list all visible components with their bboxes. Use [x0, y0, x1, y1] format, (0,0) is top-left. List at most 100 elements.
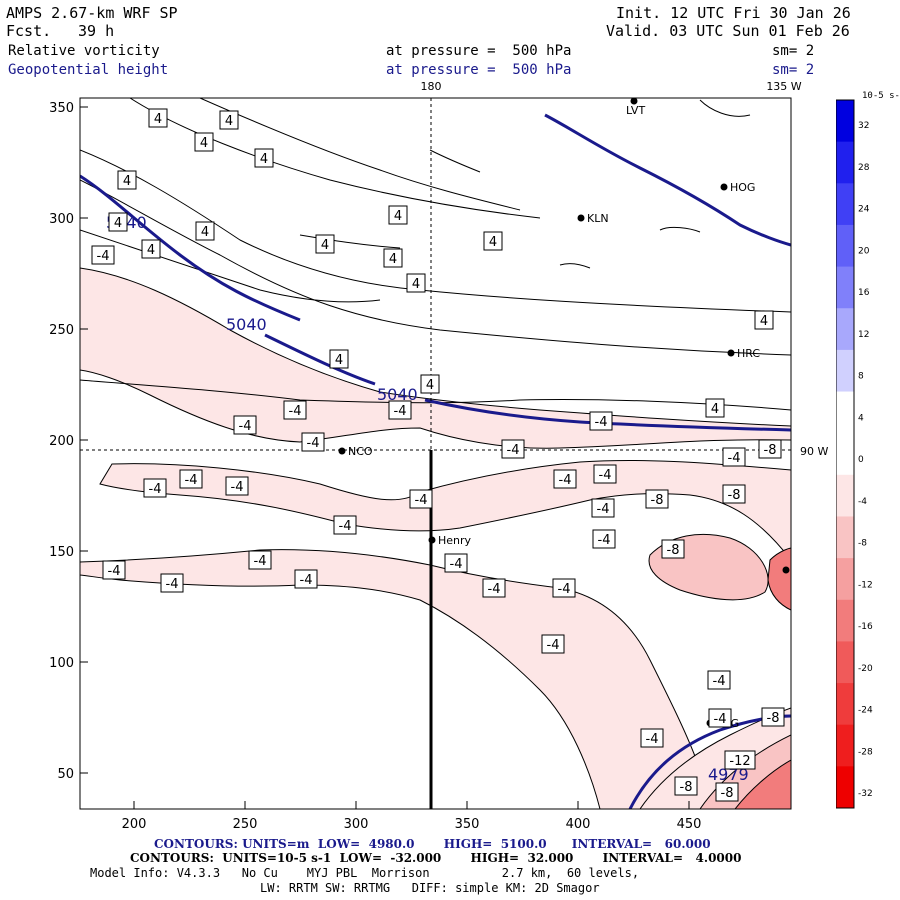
- station-marker: [428, 536, 436, 544]
- vort-label-text: 4: [114, 216, 122, 231]
- vort-label-text: -4: [558, 582, 571, 597]
- vort-label-box: [708, 708, 732, 728]
- height-label: 5040: [377, 385, 418, 404]
- vort-label-text: -4: [108, 564, 121, 579]
- vort-label-text: 4: [489, 235, 497, 250]
- vort-label-text: 4: [225, 114, 233, 129]
- vort-label-box: [761, 707, 785, 727]
- colorbar-tick-label: -32: [858, 789, 873, 799]
- field2-level: at pressure = 500 hPa: [386, 62, 572, 78]
- vort-label-box: [406, 273, 426, 293]
- station-marker: [338, 447, 346, 455]
- colorbar-swatch: [836, 308, 854, 351]
- vort-label-box: [117, 170, 137, 190]
- vort-label-box: [195, 221, 215, 241]
- height-label: 4979: [708, 765, 749, 784]
- colorbar-tick-label: 4: [858, 413, 864, 423]
- footer-height-contours: CONTOURS: UNITS=m LOW= 4980.0 HIGH= 5100…: [154, 837, 711, 851]
- vort-label-text: -4: [714, 712, 727, 727]
- colorbar-tick-label: 28: [858, 163, 870, 173]
- vort-label-text: 4: [711, 402, 719, 417]
- vort-label-box: [179, 469, 203, 489]
- colorbar-unit: 10-5 s-1: [862, 91, 900, 101]
- colorbar-swatch: [836, 266, 854, 309]
- vort-label-box: [758, 439, 782, 459]
- vort-label-box: [722, 447, 746, 467]
- longitude-180-label: 180: [421, 80, 442, 93]
- colorbar-swatch: [836, 766, 854, 809]
- vort-label-text: -8: [728, 488, 741, 503]
- y-tick-label: 50: [57, 767, 74, 782]
- vort-label-text: -4: [289, 404, 302, 419]
- vort-label-box: [645, 489, 669, 509]
- vort-label-box: [483, 231, 503, 251]
- forecast-hour: 39 h: [78, 22, 115, 40]
- vort-label-box: [160, 573, 184, 593]
- colorbar-swatch: [836, 100, 854, 143]
- vort-band-upper: [80, 267, 791, 449]
- vort-label-box: [722, 484, 746, 504]
- vort-label-box: [233, 415, 257, 435]
- vort-label-text: -4: [713, 674, 726, 689]
- vort-label-box: [541, 634, 565, 654]
- vort-label-text: -4: [450, 557, 463, 572]
- colorbar-swatch: [836, 141, 854, 184]
- colorbar-tick-label: 12: [858, 330, 869, 340]
- vort-patch-edge: [767, 547, 791, 611]
- footer-model-info: Model Info: V4.3.3 No Cu MYJ PBL Morriso…: [90, 866, 640, 880]
- vort-label-box: [301, 432, 325, 452]
- vort-label-text: 4: [260, 152, 268, 167]
- vort-label-text: -8: [767, 711, 780, 726]
- colorbar-tick-label: 20: [858, 246, 870, 256]
- vort-label-box: [225, 476, 249, 496]
- vort-label-text: 4: [201, 225, 209, 240]
- x-tick-label: 300: [344, 817, 369, 832]
- longitude-90w-label: 90 W: [800, 445, 828, 458]
- y-tick-label: 300: [49, 212, 74, 227]
- axis-ticks: [80, 106, 690, 809]
- y-tick-label: 150: [49, 545, 74, 560]
- vort-label-box: [409, 489, 433, 509]
- colorbar-tick-label: 32: [858, 121, 869, 131]
- colorbar-swatch: [836, 516, 854, 559]
- vort-label-box: [640, 728, 664, 748]
- colorbar: 32 28 24 20 16 12 8 4 0 -4 -8 -12 -16 -20 -24 -28 -32: [836, 99, 873, 809]
- vort-label-text: -4: [507, 443, 520, 458]
- vort-label-box: [707, 670, 731, 690]
- colorbar-tick-label: -12: [858, 580, 873, 590]
- vort-label-text: 4: [147, 243, 155, 258]
- colorbar-tick-label: -28: [858, 747, 873, 757]
- station-marker: [727, 349, 735, 357]
- vort-label-text: -4: [307, 436, 320, 451]
- vort-label-box: [444, 553, 468, 573]
- colorbar-frame: [836, 99, 855, 809]
- vort-label-box: [108, 212, 128, 232]
- vort-label-box: [674, 776, 698, 796]
- x-tick-label: 350: [455, 817, 480, 832]
- vort-label-box: [754, 310, 774, 330]
- vort-label-box: [591, 498, 615, 518]
- station-label-lvt: LVT: [626, 104, 645, 117]
- vort-label-box: [143, 478, 167, 498]
- vort-label-box: [589, 411, 613, 431]
- station-marker: [630, 97, 638, 105]
- colorbar-swatch: [836, 433, 854, 476]
- init-time: Init. 12 UTC Fri 30 Jan 26: [616, 4, 851, 22]
- x-tick-label: 200: [122, 817, 147, 832]
- field1-name: Relative vorticity: [8, 43, 160, 59]
- station-label-kln: KLN: [587, 212, 609, 225]
- station-label-hog: HOG: [730, 181, 755, 194]
- vort-label-text: 4: [394, 209, 402, 224]
- vort-label-text: -4: [595, 415, 608, 430]
- colorbar-tick-label: 8: [858, 372, 864, 382]
- vort-label-text: -4: [646, 732, 659, 747]
- vort-label-box: [102, 560, 126, 580]
- vort-label-text: -4: [415, 493, 428, 508]
- colorbar-tick-label: 0: [858, 455, 864, 465]
- vort-label-box: [194, 132, 214, 152]
- vort-label-text: 4: [321, 238, 329, 253]
- x-tick-label: 400: [566, 817, 591, 832]
- vort-label-box: [552, 578, 576, 598]
